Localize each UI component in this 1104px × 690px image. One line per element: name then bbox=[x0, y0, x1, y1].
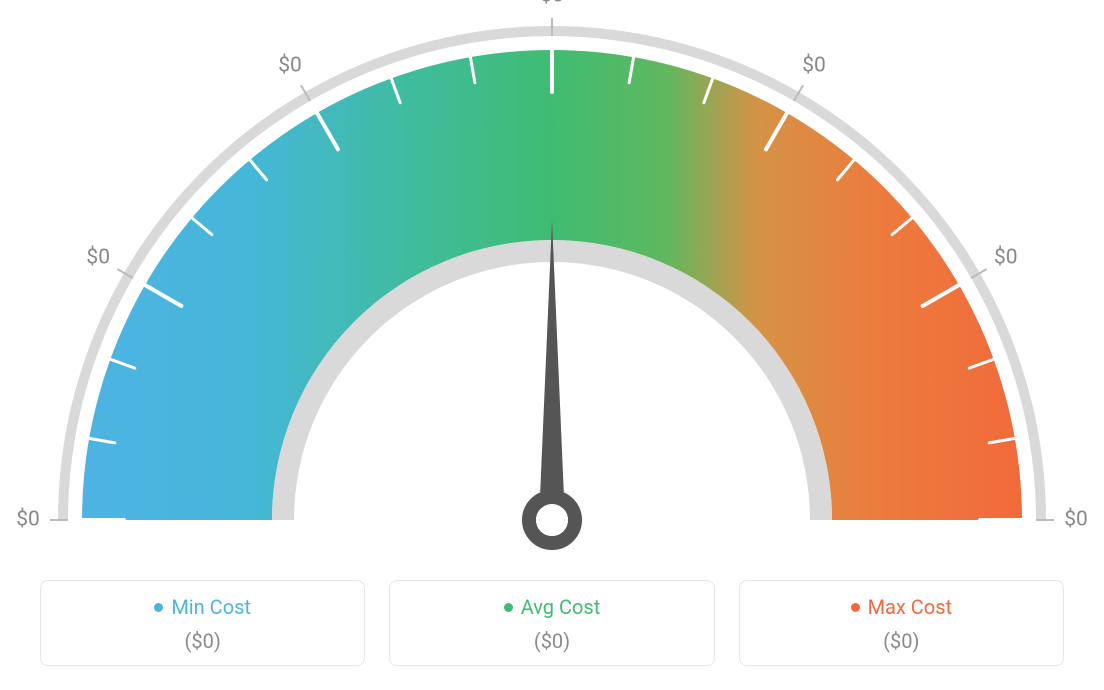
gauge-tick-label: $0 bbox=[540, 0, 564, 8]
legend-card-min: Min Cost ($0) bbox=[40, 580, 365, 666]
legend-label-avg: Avg Cost bbox=[521, 595, 601, 619]
gauge-tick-label: $0 bbox=[1064, 508, 1088, 532]
gauge-svg: $0 $0 $0 $0 $0 $0 $0 bbox=[0, 0, 1104, 560]
legend-dot-avg bbox=[504, 603, 513, 612]
legend-title-avg: Avg Cost bbox=[504, 595, 601, 619]
gauge-tick-label: $0 bbox=[16, 508, 40, 532]
legend-dot-min bbox=[154, 603, 163, 612]
legend-dot-max bbox=[851, 603, 860, 612]
cost-gauge-widget: $0 $0 $0 $0 $0 $0 $0 Min Cost ($0) Avg Cost ($… bbox=[0, 0, 1104, 690]
legend-card-max: Max Cost ($0) bbox=[739, 580, 1064, 666]
legend-card-avg: Avg Cost ($0) bbox=[389, 580, 714, 666]
gauge-tick-label: $0 bbox=[86, 246, 110, 270]
legend-value-max: ($0) bbox=[750, 629, 1053, 653]
legend-label-max: Max Cost bbox=[868, 595, 953, 619]
legend-title-max: Max Cost bbox=[851, 595, 953, 619]
legend-title-min: Min Cost bbox=[154, 595, 251, 619]
legend-value-min: ($0) bbox=[51, 629, 354, 653]
gauge-tick-label: $0 bbox=[278, 54, 302, 78]
gauge-tick-label: $0 bbox=[994, 246, 1018, 270]
gauge-tick-label: $0 bbox=[802, 54, 826, 78]
legend-value-avg: ($0) bbox=[400, 629, 703, 653]
gauge-area: $0 $0 $0 $0 $0 $0 $0 bbox=[0, 0, 1104, 560]
legend-label-min: Min Cost bbox=[171, 595, 251, 619]
legend-row: Min Cost ($0) Avg Cost ($0) Max Cost ($0… bbox=[40, 580, 1064, 666]
